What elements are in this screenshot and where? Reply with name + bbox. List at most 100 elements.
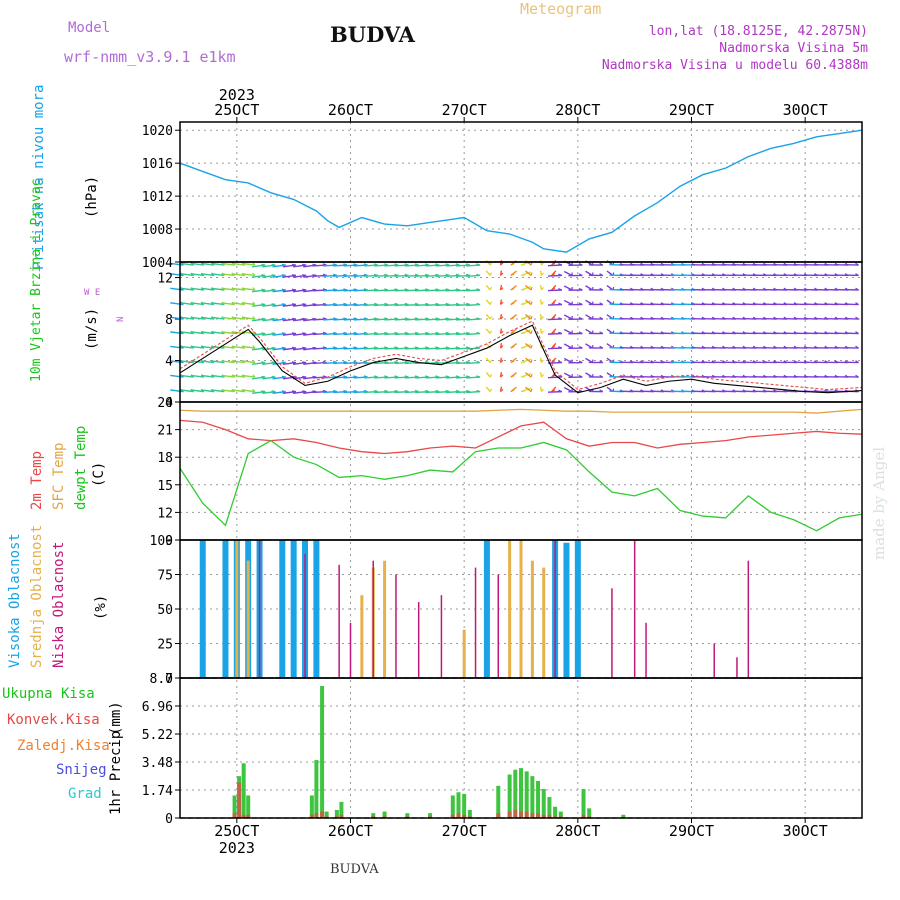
wind-arrowhead bbox=[530, 344, 533, 349]
wind-arrowhead bbox=[855, 374, 859, 378]
wind-arrowhead bbox=[476, 375, 481, 378]
wind-arrowhead bbox=[384, 360, 389, 364]
wind-arrowhead bbox=[353, 331, 358, 335]
y-tick-label: 1012 bbox=[142, 190, 173, 205]
wind-arrowhead bbox=[394, 288, 399, 291]
wind-arrowhead bbox=[520, 361, 526, 364]
wind-arrowhead bbox=[445, 331, 450, 335]
y-tick-label: 5.22 bbox=[142, 728, 173, 743]
wind-arrowhead bbox=[414, 346, 419, 349]
y-tick-label: 0 bbox=[165, 396, 173, 411]
wind-arrow bbox=[200, 331, 215, 335]
wind-arrowhead bbox=[373, 375, 378, 378]
wind-arrowhead bbox=[373, 346, 378, 349]
wind-arrowhead bbox=[252, 388, 256, 393]
wind-arrowhead bbox=[500, 287, 504, 291]
wind-arrowhead bbox=[520, 263, 526, 266]
wind-arrowhead bbox=[394, 317, 399, 320]
wind-arrowhead bbox=[312, 288, 317, 291]
wind-arrowhead bbox=[404, 360, 409, 364]
wind-arrowhead bbox=[510, 287, 515, 291]
wind-arrow bbox=[241, 287, 256, 291]
wind-arrowhead bbox=[455, 273, 460, 277]
low-cloud-bar bbox=[645, 622, 647, 678]
wind-arrow bbox=[221, 389, 235, 393]
wind-arrow bbox=[282, 376, 297, 380]
y-tick-label: 12 bbox=[157, 506, 173, 521]
wind-arrowhead bbox=[281, 288, 286, 291]
wind-arrow bbox=[272, 347, 286, 351]
wind-arrowhead bbox=[425, 317, 430, 320]
wind-arrow bbox=[272, 303, 286, 307]
wind-arrowhead bbox=[500, 359, 504, 364]
wind-arrow bbox=[221, 360, 235, 364]
wind-arrowhead bbox=[394, 346, 399, 349]
wind-arrow bbox=[252, 390, 266, 394]
wind-arrow bbox=[292, 390, 307, 394]
y-tick-label: 24 bbox=[157, 396, 173, 411]
wind-arrow bbox=[485, 386, 491, 393]
wind-arrow bbox=[539, 270, 543, 276]
wind-arrowhead bbox=[855, 316, 859, 320]
precip-total-bar bbox=[334, 809, 339, 818]
wind-arrow bbox=[547, 264, 562, 267]
wind-arrowhead bbox=[489, 388, 493, 392]
precip-conv-bar bbox=[450, 814, 455, 818]
wind-arrow bbox=[200, 374, 215, 378]
wind-arrowhead bbox=[261, 390, 266, 393]
wind-arrowhead bbox=[353, 317, 358, 320]
precip-total-bar bbox=[324, 811, 329, 818]
wind-arrowhead bbox=[558, 360, 563, 364]
wind-arrowhead bbox=[291, 332, 297, 335]
precip-conv-bar bbox=[496, 813, 501, 818]
wind-arrow bbox=[292, 318, 307, 322]
x-tick-label-bottom: 27OCT bbox=[442, 822, 487, 840]
x-tick-label-top: 27OCT bbox=[442, 101, 487, 119]
wind-arrowhead bbox=[578, 262, 583, 266]
precip-total-bar bbox=[405, 813, 410, 818]
panel-frame-temp bbox=[179, 401, 863, 541]
precip-conv-bar bbox=[456, 813, 461, 818]
wind-arrowhead bbox=[578, 316, 583, 320]
wind-arrowhead bbox=[558, 302, 563, 306]
wind-arrow bbox=[466, 376, 481, 379]
wind-arrowhead bbox=[476, 288, 481, 291]
wind-arrow bbox=[170, 331, 184, 335]
wind-arrowhead bbox=[855, 360, 859, 364]
panel-frame-precip bbox=[179, 677, 863, 819]
wind-arrowhead bbox=[414, 273, 419, 277]
wind-arrowhead bbox=[281, 317, 286, 320]
wind-arrow bbox=[563, 386, 573, 393]
wind-arrowhead bbox=[252, 330, 256, 334]
wind-arrow bbox=[547, 289, 562, 292]
wind-arrow bbox=[211, 262, 225, 266]
wind-arrow bbox=[221, 374, 235, 378]
wind-arrowhead bbox=[373, 389, 378, 393]
wind-arrowhead bbox=[404, 331, 409, 335]
wind-arrowhead bbox=[322, 263, 327, 266]
wind-arrowhead bbox=[261, 332, 266, 335]
pressure-line bbox=[179, 129, 863, 253]
precip-total-bar bbox=[541, 789, 546, 818]
wind-arrowhead bbox=[384, 302, 389, 306]
wind-arrowhead bbox=[510, 302, 515, 306]
wind-arrowhead bbox=[394, 375, 399, 378]
x-tick-label-top: 30OCT bbox=[783, 101, 828, 119]
wind-arrowhead bbox=[333, 331, 338, 335]
wind-arrowhead bbox=[343, 389, 348, 393]
y-tick-label: 18 bbox=[157, 451, 173, 466]
precip-conv-bar bbox=[536, 813, 541, 818]
wind-arrowhead bbox=[530, 286, 533, 291]
precip-total-bar bbox=[507, 774, 512, 818]
wind-arrow bbox=[200, 345, 215, 349]
wind-arrowhead bbox=[489, 374, 493, 378]
wind-arrowhead bbox=[540, 374, 544, 378]
wind-arrowhead bbox=[445, 317, 450, 320]
y-tick-label: 1008 bbox=[142, 223, 173, 238]
wind-arrowhead bbox=[510, 273, 515, 277]
wind-arrow bbox=[252, 303, 266, 307]
wind-arrowhead bbox=[435, 331, 440, 335]
wind-arrowhead bbox=[312, 375, 317, 378]
wind-arrowhead bbox=[520, 346, 526, 349]
wind-arrowhead bbox=[261, 375, 266, 378]
